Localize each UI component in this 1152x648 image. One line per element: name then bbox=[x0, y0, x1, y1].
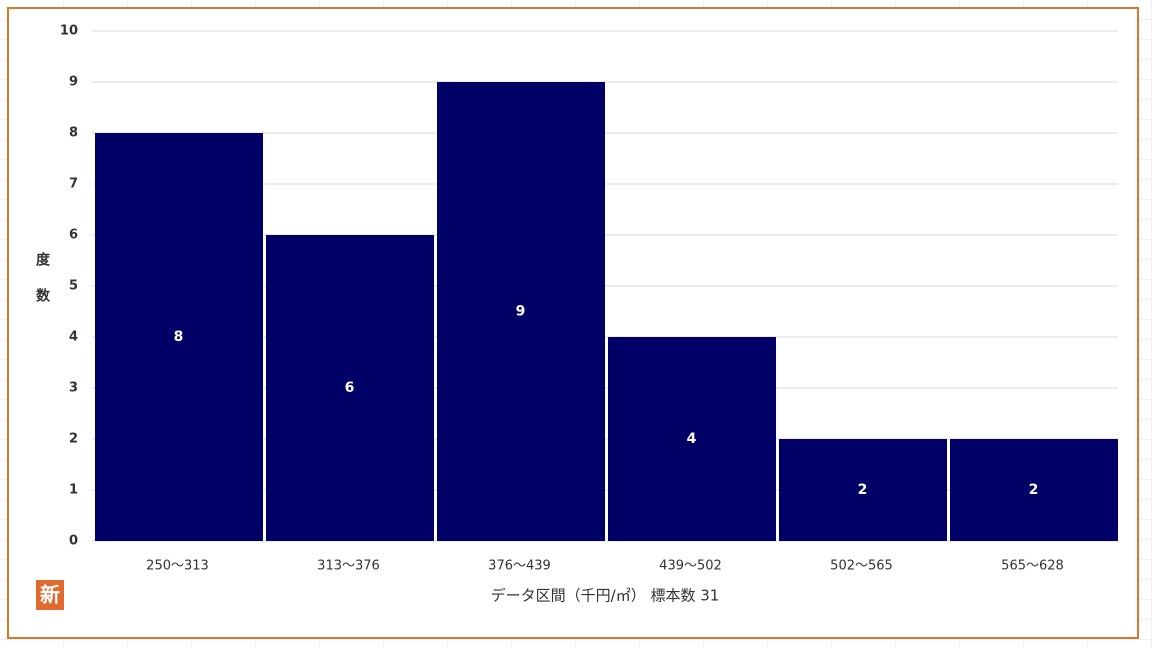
x-tick-label: 376～439 bbox=[488, 559, 551, 574]
x-tick-label: 250～313 bbox=[146, 559, 209, 574]
y-tick-label: 9 bbox=[69, 75, 78, 90]
bar bbox=[779, 439, 947, 541]
x-tick-label: 313～376 bbox=[317, 559, 380, 574]
badge-box bbox=[36, 580, 64, 610]
y-tick-label: 8 bbox=[69, 126, 78, 141]
y-axis-label: 度数 bbox=[34, 251, 50, 324]
y-tick-label: 4 bbox=[69, 330, 78, 345]
y-tick-label: 6 bbox=[69, 228, 78, 243]
y-tick-label: 5 bbox=[69, 279, 78, 294]
y-tick-label: 7 bbox=[69, 177, 78, 192]
data-label: 2 bbox=[1029, 482, 1039, 498]
y-tick-label: 1 bbox=[69, 483, 78, 498]
x-tick-label: 502～565 bbox=[830, 559, 893, 574]
badge: 新 bbox=[40, 583, 60, 607]
x-tick-label: 565～628 bbox=[1001, 559, 1064, 574]
bar bbox=[437, 82, 605, 541]
data-label: 4 bbox=[687, 431, 697, 447]
bar bbox=[608, 337, 776, 541]
bar bbox=[95, 133, 263, 541]
y-tick-label: 10 bbox=[60, 24, 78, 39]
x-axis-label: データ区間（千円/㎡） 標本数 31 bbox=[491, 587, 720, 605]
data-label: 8 bbox=[174, 329, 184, 345]
x-tick-label: 439～502 bbox=[659, 559, 722, 574]
data-label: 2 bbox=[858, 482, 868, 498]
bar bbox=[266, 235, 434, 541]
y-tick-label: 0 bbox=[69, 534, 78, 549]
y-tick-label: 2 bbox=[69, 432, 78, 447]
data-label: 9 bbox=[516, 304, 526, 320]
data-label: 6 bbox=[345, 380, 355, 396]
bar bbox=[950, 439, 1118, 541]
y-tick-label: 3 bbox=[69, 381, 78, 396]
